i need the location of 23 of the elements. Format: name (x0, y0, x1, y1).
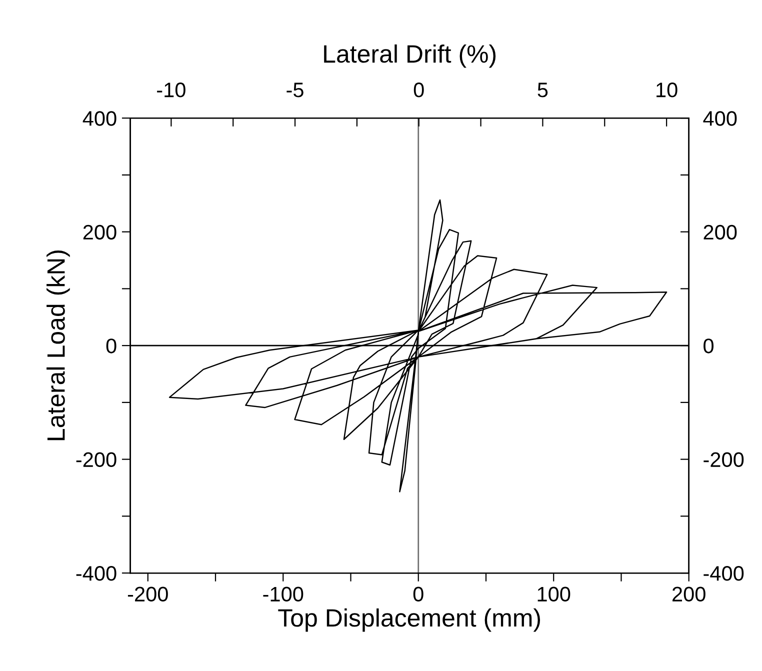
y-tick-label: -400 (76, 566, 116, 581)
x-tick-label: -200 (128, 586, 168, 602)
x-tick-label: 0 (413, 586, 424, 602)
x-axis-title: Top Displacement (mm) (278, 608, 540, 632)
y2-tick-label: -200 (704, 452, 744, 468)
x-tick-label: 200 (672, 586, 706, 602)
x-tick-label: 100 (538, 586, 570, 602)
y-axis-title: Lateral Load (kN) (46, 250, 70, 440)
y-tick-label: -200 (76, 452, 116, 468)
x2-tick-label: -5 (286, 82, 304, 98)
x2-tick-label: 10 (656, 82, 678, 98)
x2-axis-title: Lateral Drift (%) (324, 44, 496, 68)
y-tick-label: 0 (106, 338, 116, 354)
x2-tick-label: 5 (538, 82, 548, 98)
x2-tick-label: -10 (157, 82, 186, 98)
y2-tick-label: 0 (704, 338, 714, 354)
x-tick-label: -100 (263, 586, 304, 602)
y2-tick-label: -400 (704, 566, 744, 581)
y2-tick-label: 400 (703, 111, 737, 126)
y-tick-label: 200 (83, 224, 116, 240)
x2-tick-label: 0 (414, 82, 424, 98)
y-tick-label: 400 (82, 111, 116, 126)
y2-tick-label: 200 (704, 224, 737, 240)
